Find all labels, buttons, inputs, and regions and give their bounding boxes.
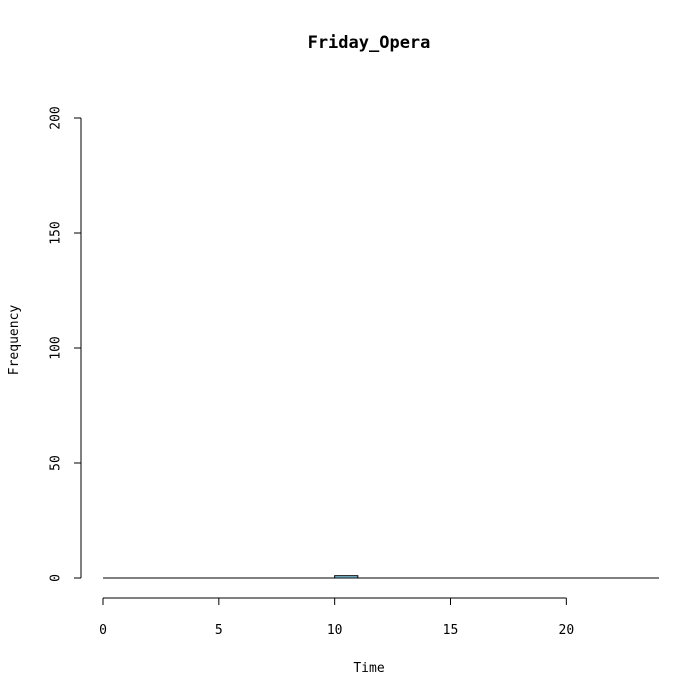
x-tick-label-10: 10: [327, 623, 343, 638]
y-tick-label-100: 100: [49, 336, 64, 359]
chart-title: Friday_Opera: [308, 33, 431, 53]
y-tick-label-50: 50: [49, 455, 64, 471]
x-axis-label: Time: [353, 661, 384, 676]
x-tick-label-20: 20: [559, 623, 575, 638]
x-tick-label-0: 0: [99, 623, 107, 638]
x-tick-label-5: 5: [215, 623, 223, 638]
x-tick-label-15: 15: [443, 623, 459, 638]
y-axis-label: Frequency: [7, 305, 22, 376]
y-tick-label-200: 200: [49, 106, 64, 129]
y-tick-label-150: 150: [49, 221, 64, 244]
x-axis: 0 5 10 15 20: [99, 597, 575, 638]
y-tick-label-0: 0: [49, 574, 64, 582]
y-axis: 0 50 100 150 200: [49, 106, 82, 582]
